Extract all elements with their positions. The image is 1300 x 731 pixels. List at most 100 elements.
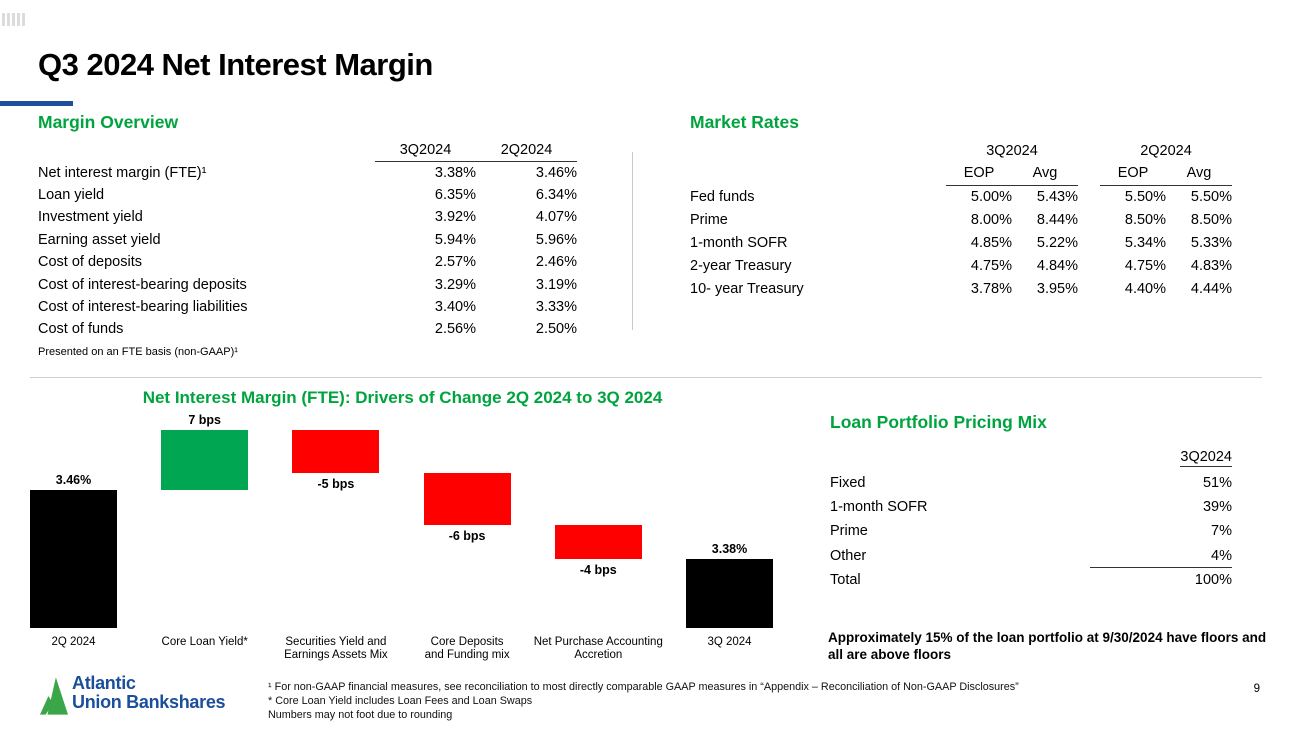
row-label: Total: [830, 572, 861, 589]
logo-line2: Union Bankshares: [72, 692, 226, 712]
value-eop-3q: 4.75%: [970, 257, 1012, 274]
table-row: Prime 7%: [830, 519, 1232, 543]
value-avg-2q: 4.44%: [1190, 280, 1232, 297]
loan-mix-table: 3Q2024 Fixed 51% 1-month SOFR 39% Prime …: [830, 446, 1232, 592]
value-eop-2q: 8.50%: [1124, 211, 1166, 228]
bar-value-label: -5 bps: [317, 477, 355, 492]
waterfall-bar: [30, 490, 117, 628]
row-label: Net interest margin (FTE)¹: [38, 164, 207, 181]
waterfall-chart: Net Interest Margin (FTE): Drivers of Ch…: [30, 388, 790, 680]
vertical-divider: [632, 152, 633, 330]
value-eop-3q: 5.00%: [970, 188, 1012, 205]
bar-value-label: 3.38%: [711, 542, 748, 557]
footnote-core-loan-yield: * Core Loan Yield includes Loan Fees and…: [268, 695, 533, 708]
value-avg-2q: 5.33%: [1190, 234, 1232, 251]
row-label: Cost of interest-bearing liabilities: [38, 298, 248, 315]
page-title: Q3 2024 Net Interest Margin: [38, 47, 433, 82]
value-2q: 6.34%: [535, 186, 577, 203]
row-label: 1-month SOFR: [690, 234, 788, 251]
bar-value-label: 7 bps: [188, 413, 222, 428]
x-axis-label: 3Q 2024: [707, 636, 752, 648]
table-header-row: 3Q2024 2Q2024: [38, 139, 577, 162]
horizontal-divider: [30, 377, 1262, 378]
value-2q: 5.96%: [535, 231, 577, 248]
row-label: Investment yield: [38, 209, 143, 226]
group-header-2q2024: 2Q2024: [1140, 142, 1192, 159]
x-axis-label: Net Purchase Accounting Accretion: [533, 636, 663, 661]
row-label: Fixed: [830, 474, 866, 491]
waterfall-bar: [161, 430, 249, 491]
market-rates-heading: Market Rates: [690, 112, 799, 132]
table-row: Net interest margin (FTE)¹ 3.38% 3.46%: [38, 161, 577, 183]
header-spacer: [1078, 139, 1100, 162]
value-eop-2q: 5.50%: [1124, 188, 1166, 205]
table-row: Cost of interest-bearing deposits 3.29% …: [38, 273, 577, 295]
group-header-3q2024: 3Q2024: [986, 142, 1038, 159]
x-axis-label: Core Deposits and Funding mix: [424, 636, 510, 661]
table-header-row: 3Q2024: [830, 446, 1232, 470]
value-eop-2q: 4.75%: [1124, 257, 1166, 274]
value-3q: 3.40%: [434, 298, 476, 315]
row-label: Cost of funds: [38, 321, 124, 338]
value-eop-2q: 5.34%: [1124, 234, 1166, 251]
row-label: Prime: [830, 523, 868, 540]
column-header-2q2024: 2Q2024: [476, 139, 577, 162]
row-value: 4%: [1090, 543, 1232, 569]
row-label: Fed funds: [690, 188, 755, 205]
page-number: 9: [1253, 683, 1260, 695]
header-spacer: [690, 162, 946, 185]
table-row: Earning asset yield 5.94% 5.96%: [38, 229, 577, 251]
table-row: Prime 8.00% 8.44% 8.50% 8.50%: [690, 208, 1232, 231]
waterfall-bar: [686, 559, 773, 628]
row-label: Prime: [690, 211, 728, 228]
value-avg-2q: 4.83%: [1190, 257, 1232, 274]
subheader-avg-3q: Avg: [1012, 162, 1078, 186]
column-header-3q2024: 3Q2024: [375, 139, 476, 162]
value-3q: 2.56%: [434, 321, 476, 338]
row-value: 39%: [1202, 498, 1232, 515]
table-row: Investment yield 3.92% 4.07%: [38, 206, 577, 228]
row-label: Loan yield: [38, 186, 105, 203]
subheader-eop-2q: EOP: [1100, 162, 1166, 186]
sub-header-row: EOP Avg EOP Avg: [690, 162, 1232, 186]
value-avg-2q: 8.50%: [1190, 211, 1232, 228]
table-row-total: Total 100%: [830, 568, 1232, 592]
table-row: Cost of interest-bearing liabilities 3.4…: [38, 296, 577, 318]
bar-value-label: 3.46%: [55, 473, 92, 488]
value-3q: 5.94%: [434, 231, 476, 248]
value-avg-2q: 5.50%: [1190, 188, 1232, 205]
corner-watermark-icon: [2, 13, 25, 26]
value-eop-3q: 8.00%: [970, 211, 1012, 228]
column-header-3q2024: 3Q2024: [1180, 449, 1232, 468]
row-label: Earning asset yield: [38, 231, 161, 248]
value-3q: 3.38%: [434, 164, 476, 181]
value-avg-3q: 3.95%: [1036, 280, 1078, 297]
row-label: 10- year Treasury: [690, 280, 804, 297]
table-row: Cost of deposits 2.57% 2.46%: [38, 251, 577, 273]
value-eop-3q: 3.78%: [970, 280, 1012, 297]
subheader-eop-3q: EOP: [946, 162, 1012, 186]
waterfall-bar: [292, 430, 380, 474]
value-3q: 2.57%: [434, 254, 476, 271]
logo-line1: Atlantic: [72, 673, 136, 693]
table-row: 10- year Treasury 3.78% 3.95% 4.40% 4.44…: [690, 277, 1232, 300]
footnote-non-gaap: ¹ For non-GAAP financial measures, see r…: [268, 681, 1019, 693]
row-label: Cost of deposits: [38, 254, 142, 271]
header-spacer: [690, 139, 946, 162]
floors-note: Approximately 15% of the loan portfolio …: [828, 630, 1267, 662]
value-2q: 2.50%: [535, 321, 577, 338]
header-spacer: [38, 139, 375, 161]
row-label: Other: [830, 547, 867, 564]
waterfall-plot: 3.46% 2Q 2024 7 bps Core Loan Yield* -5 bps S…: [30, 413, 775, 661]
row-label: Cost of interest-bearing deposits: [38, 276, 247, 293]
value-2q: 2.46%: [535, 254, 577, 271]
x-axis-label: Securities Yield and Earnings Assets Mix: [284, 636, 388, 661]
subheader-avg-2q: Avg: [1166, 162, 1232, 186]
chart-title: Net Interest Margin (FTE): Drivers of Ch…: [142, 388, 663, 407]
value-3q: 6.35%: [434, 186, 476, 203]
table-row: Other 4%: [830, 543, 1232, 569]
value-3q: 3.92%: [434, 209, 476, 226]
group-header-row: 3Q2024 2Q2024: [690, 139, 1232, 162]
row-value: 100%: [1194, 572, 1232, 589]
